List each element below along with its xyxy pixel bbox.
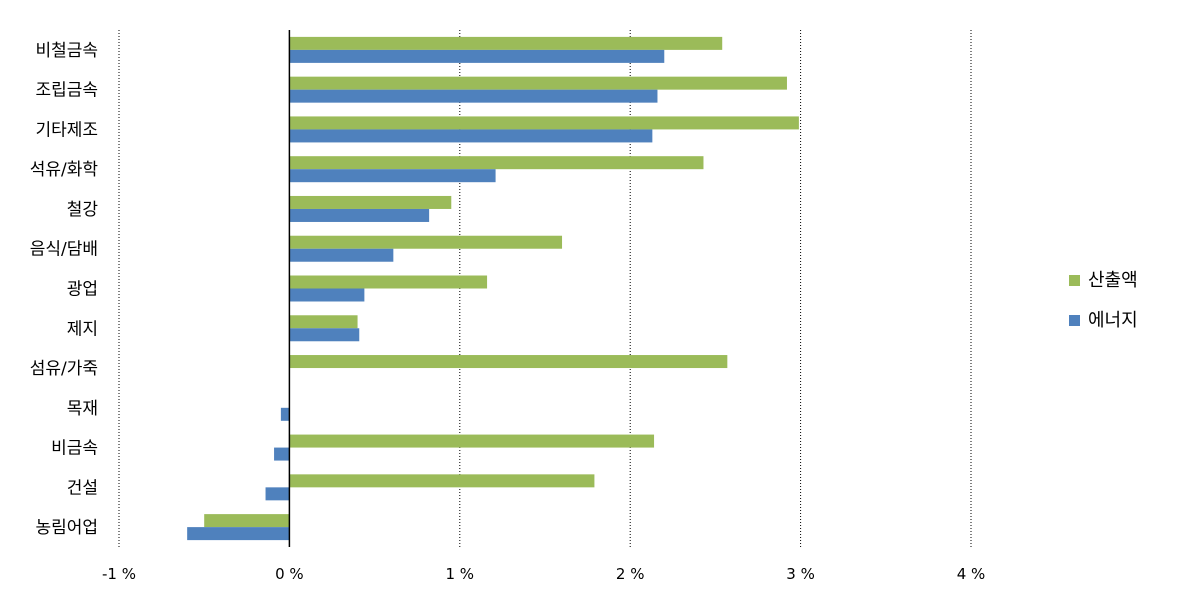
legend-label-0: 산출액 — [1088, 270, 1138, 291]
x-tick-label-0: -1 % — [102, 565, 136, 583]
bar-energy-10 — [274, 447, 290, 461]
category-label-9: 목재 — [67, 399, 98, 419]
category-label-3: 석유/화학 — [30, 160, 99, 180]
bar-output-8 — [289, 355, 728, 369]
bar-energy-4 — [289, 208, 430, 222]
category-label-4: 철강 — [67, 200, 99, 220]
category-label-5: 음식/담배 — [30, 240, 98, 260]
category-label-2: 기타제조 — [35, 120, 98, 140]
category-label-0: 비철금속 — [35, 41, 98, 61]
bar-output-0 — [289, 36, 723, 50]
bar-energy-7 — [289, 328, 360, 342]
bar-output-10 — [289, 434, 655, 448]
bar-output-4 — [289, 195, 452, 209]
bar-output-12 — [204, 514, 290, 528]
x-tick-label-2: 1 % — [446, 565, 475, 583]
category-label-6: 광업 — [67, 280, 98, 300]
bar-output-5 — [289, 235, 563, 249]
bar-energy-0 — [289, 49, 665, 63]
bar-output-1 — [289, 76, 787, 90]
bar-output-11 — [289, 474, 595, 488]
legend-label-1: 에너지 — [1088, 310, 1138, 331]
bars — [187, 36, 799, 541]
category-label-10: 비금속 — [51, 439, 98, 459]
labels: -1 % 0 % 1 % 2 % 3 % 4 % 비철금속조립금속기타제조석유/화학철강음식… — [30, 41, 986, 583]
bar-energy-11 — [265, 487, 290, 501]
category-label-11: 건설 — [67, 478, 98, 498]
bar-energy-3 — [289, 169, 496, 183]
x-tick-label-3: 2 % — [616, 565, 645, 583]
bar-output-3 — [289, 156, 704, 170]
bar-energy-5 — [289, 248, 394, 262]
bar-output-7 — [289, 315, 358, 329]
category-label-1: 조립금속 — [35, 81, 98, 101]
bar-energy-12 — [187, 527, 290, 541]
category-label-7: 제지 — [67, 319, 98, 339]
legend-swatch-1 — [1069, 315, 1080, 326]
x-tick-label-5: 4 % — [957, 565, 986, 583]
bar-energy-9 — [280, 407, 290, 421]
bar-output-6 — [289, 275, 488, 289]
bar-output-2 — [289, 116, 799, 130]
category-label-12: 농림어업 — [35, 518, 98, 538]
bar-energy-6 — [289, 288, 365, 302]
gridlines — [118, 30, 972, 547]
bar-energy-2 — [289, 129, 653, 143]
legend-swatch-0 — [1069, 275, 1080, 286]
x-tick-label-1: 0 % — [275, 565, 304, 583]
bar-energy-1 — [289, 89, 658, 103]
x-tick-label-4: 3 % — [786, 565, 815, 583]
category-label-8: 섬유/가죽 — [30, 359, 98, 379]
